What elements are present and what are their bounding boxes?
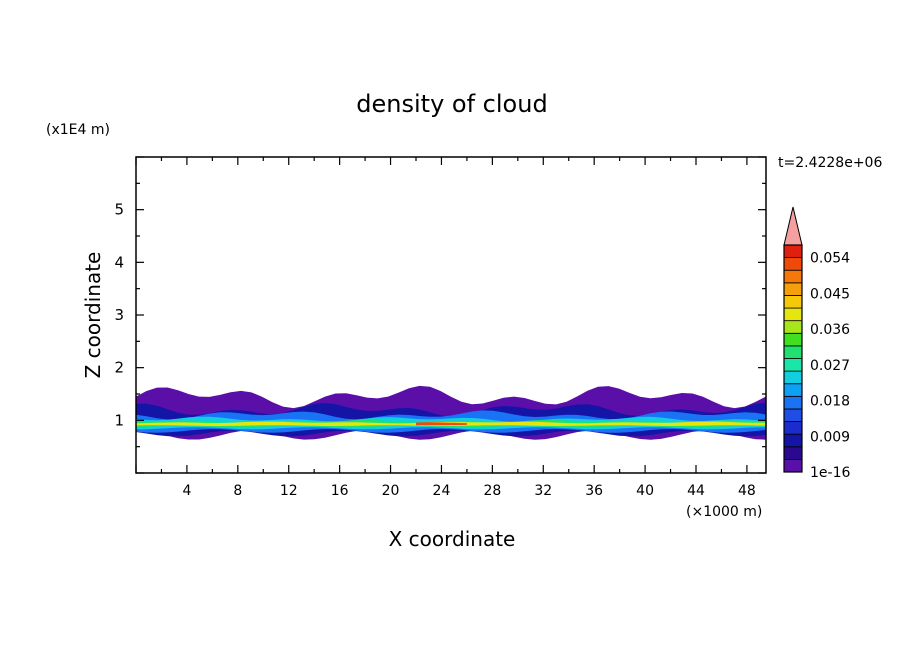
y-tick-label: 5 bbox=[114, 201, 124, 219]
colorbar-swatch bbox=[783, 383, 803, 397]
x-axis: 4 8 12 16 20 24 28 32 36 40 44 48 bbox=[135, 157, 756, 499]
colorbar-swatch bbox=[783, 332, 803, 347]
contour-fill-layer bbox=[136, 385, 766, 440]
colorbar: 1e-16 0.009 0.018 0.027 0.036 0.045 0.054 bbox=[783, 206, 850, 481]
x-unit-label: (×1000 m) bbox=[686, 504, 762, 520]
colorbar-label: 0.009 bbox=[810, 429, 850, 445]
colorbar-swatch bbox=[783, 345, 803, 359]
colorbar-swatch bbox=[783, 433, 803, 448]
colorbar-swatch bbox=[783, 257, 803, 271]
colorbar-swatch bbox=[783, 269, 803, 284]
x-tick-label: 20 bbox=[382, 483, 400, 499]
y-tick-label: 1 bbox=[114, 411, 124, 429]
colorbar-swatch bbox=[783, 370, 803, 385]
colorbar-swatch bbox=[783, 358, 803, 372]
y-axis-label: Z coordinate bbox=[81, 252, 105, 379]
x-tick-label: 48 bbox=[738, 483, 756, 499]
colorbar-label: 0.036 bbox=[810, 322, 850, 338]
y-unit-label: (x1E4 m) bbox=[46, 122, 110, 138]
colorbar-swatch bbox=[783, 395, 803, 410]
colorbar-label: 0.018 bbox=[810, 394, 850, 410]
y-tick-label: 4 bbox=[114, 253, 124, 271]
x-tick-label: 16 bbox=[331, 483, 349, 499]
x-axis-label: X coordinate bbox=[389, 527, 516, 551]
x-tick-label: 32 bbox=[534, 483, 552, 499]
y-tick-label: 3 bbox=[114, 306, 124, 324]
x-tick-label: 4 bbox=[182, 483, 191, 499]
y-axis: 1 2 3 4 5 bbox=[114, 156, 766, 474]
colorbar-swatch bbox=[783, 421, 803, 435]
colorbar-label: 0.054 bbox=[810, 251, 850, 267]
colorbar-label: 0.045 bbox=[810, 286, 850, 302]
x-tick-label: 8 bbox=[233, 483, 242, 499]
colorbar-label: 1e-16 bbox=[810, 465, 850, 481]
colorbar-swatch bbox=[783, 282, 803, 296]
colorbar-swatch bbox=[783, 244, 803, 259]
colorbar-swatch bbox=[783, 320, 803, 334]
x-tick-label: 36 bbox=[585, 483, 603, 499]
colorbar-frame bbox=[783, 244, 803, 473]
colorbar-swatch bbox=[783, 295, 803, 309]
time-label: t=2.4228e+06 bbox=[778, 155, 882, 171]
colorbar-over-arrow bbox=[783, 206, 803, 246]
x-tick-label: 12 bbox=[280, 483, 298, 499]
x-tick-label: 28 bbox=[483, 483, 501, 499]
colorbar-swatch bbox=[783, 307, 803, 322]
contour-band bbox=[416, 422, 467, 426]
chart-title: density of cloud bbox=[356, 90, 547, 118]
y-tick-label: 2 bbox=[114, 359, 124, 377]
colorbar-swatch bbox=[783, 458, 803, 473]
colorbar-swatch bbox=[783, 408, 803, 422]
x-tick-label: 44 bbox=[687, 483, 705, 499]
colorbar-swatch bbox=[783, 446, 803, 460]
colorbar-label: 0.027 bbox=[810, 358, 850, 374]
x-tick-label: 24 bbox=[433, 483, 451, 499]
x-tick-label: 40 bbox=[636, 483, 654, 499]
